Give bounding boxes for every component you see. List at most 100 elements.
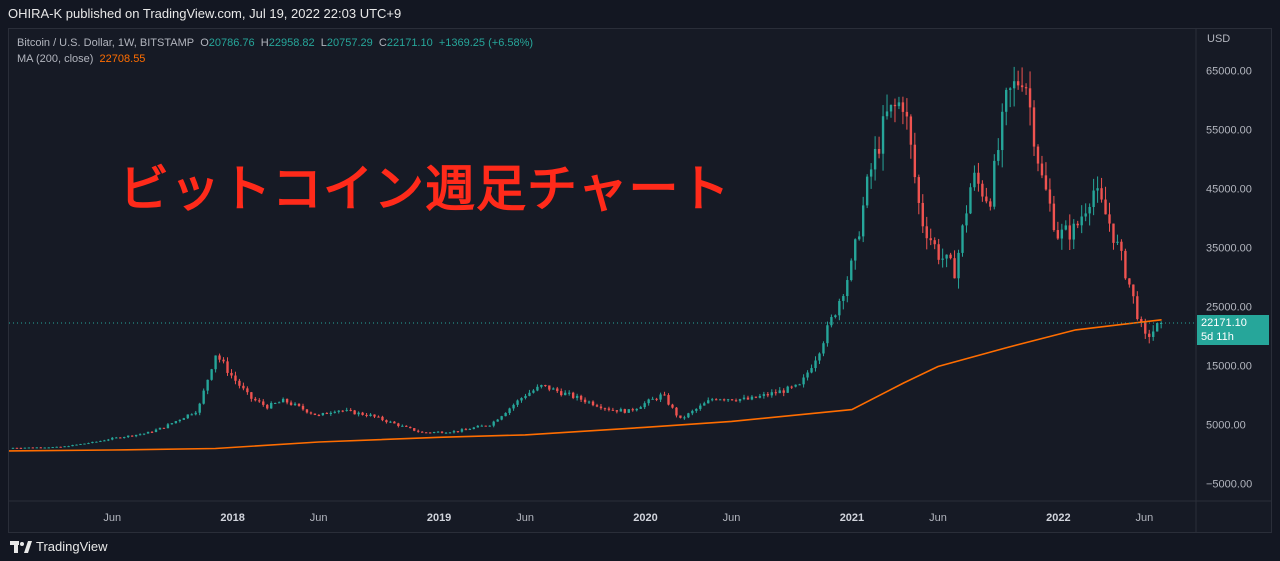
candle-body [484,425,487,427]
candle-body [134,434,138,437]
candle-body [671,404,674,408]
candle-body [945,254,948,259]
candle-body [1044,175,1048,190]
candle-body [718,399,722,401]
candle-body [746,397,750,400]
chart-panel[interactable]: 65000.00 55000.00 45000.00 35000.00 25000.00… [8,28,1272,533]
candle-body [329,412,333,414]
candle-body [79,443,82,445]
candle-body [583,399,587,403]
candle-body [544,385,547,387]
price-chart[interactable]: 65000.00 55000.00 45000.00 35000.00 25000.00… [9,29,1271,532]
candle-body [103,440,106,442]
legend-close: 22171.10 [386,37,433,49]
x-tick-label: 2019 [427,512,451,524]
candle-body [651,398,654,400]
candle-body [699,405,702,409]
candle-body [1100,188,1103,200]
candle-body [1152,331,1155,337]
candle-body [305,409,309,413]
candle-body [774,392,777,394]
y-tick-label: 15000.00 [1206,360,1252,372]
candle-body [99,440,102,442]
candle-body [889,104,893,112]
candle-body [47,447,50,449]
x-tick-label: Jun [310,512,328,524]
candle-body [663,394,666,396]
candle-body [448,432,452,434]
candle-body [1155,323,1159,332]
candle-body [115,437,118,439]
candle-body [353,410,356,415]
candle-body [993,160,996,207]
candle-body [587,401,591,403]
candle-body [869,169,873,177]
candle-body [218,355,221,360]
candle-body [361,412,364,415]
candle-body [413,428,416,431]
candle-body [1104,199,1107,215]
candle-body [1072,223,1075,240]
ma-200-line [9,319,1162,452]
candle-body [166,424,170,429]
candle-body [1112,223,1115,243]
legend-symbol[interactable]: Bitcoin / U.S. Dollar, 1W, BITSTAMP [17,37,195,49]
candle-body [802,377,805,385]
candle-body [190,414,193,416]
candle-body [138,434,142,436]
publish-info: OHIRA-K published on TradingView.com, Ju… [8,6,402,21]
candle-body [738,399,742,401]
candle-body [989,201,992,207]
candle-body [313,413,317,415]
candle-body [1001,111,1004,151]
candle-body [1064,225,1067,230]
candle-body [289,402,293,405]
candle-body [369,414,372,417]
overlay-title: ビットコイン週足チャート [119,161,731,217]
candle-body [901,102,905,112]
candle-body [464,429,468,431]
candle-body [643,403,646,408]
candle-body [194,412,197,415]
candle-body [627,409,630,413]
candle-body [444,432,448,434]
candle-body [91,441,94,444]
candle-body [75,444,78,446]
candle-body [1060,229,1064,239]
candle-body [266,404,269,409]
candle-body [941,258,944,260]
candle-body [19,447,23,449]
candle-body [67,446,70,448]
candle-body [170,423,174,425]
candle-body [222,359,225,362]
candle-body [242,385,245,389]
candle-body [770,392,773,396]
candle-body [861,205,865,237]
candle-body [357,412,360,415]
currency-label[interactable]: USD [1207,33,1231,45]
candle-body [786,386,789,393]
candle-body [389,421,392,423]
candle-body [516,400,519,405]
candle-body [707,400,710,404]
candle-body [417,430,420,432]
legend-ma-label[interactable]: MA (200, close) [17,53,94,65]
candle-body [734,400,738,402]
candle-body [258,400,261,402]
candle-body [55,446,58,448]
candle-body [71,444,74,447]
candle-body [123,437,126,439]
candle-body [742,397,746,400]
candle-body [154,429,158,432]
candle-body [1036,146,1040,164]
candle-body [107,439,110,441]
candle-body [254,398,257,401]
candle-body [520,398,523,401]
candle-body [798,384,801,386]
candle-body [536,386,539,391]
tradingview-brand[interactable]: TradingView [10,539,108,554]
candle-body [162,427,166,429]
x-tick-label: 2018 [220,512,244,524]
last-price: 22171.10 [1201,316,1247,329]
legend-close-label: C [378,37,387,49]
